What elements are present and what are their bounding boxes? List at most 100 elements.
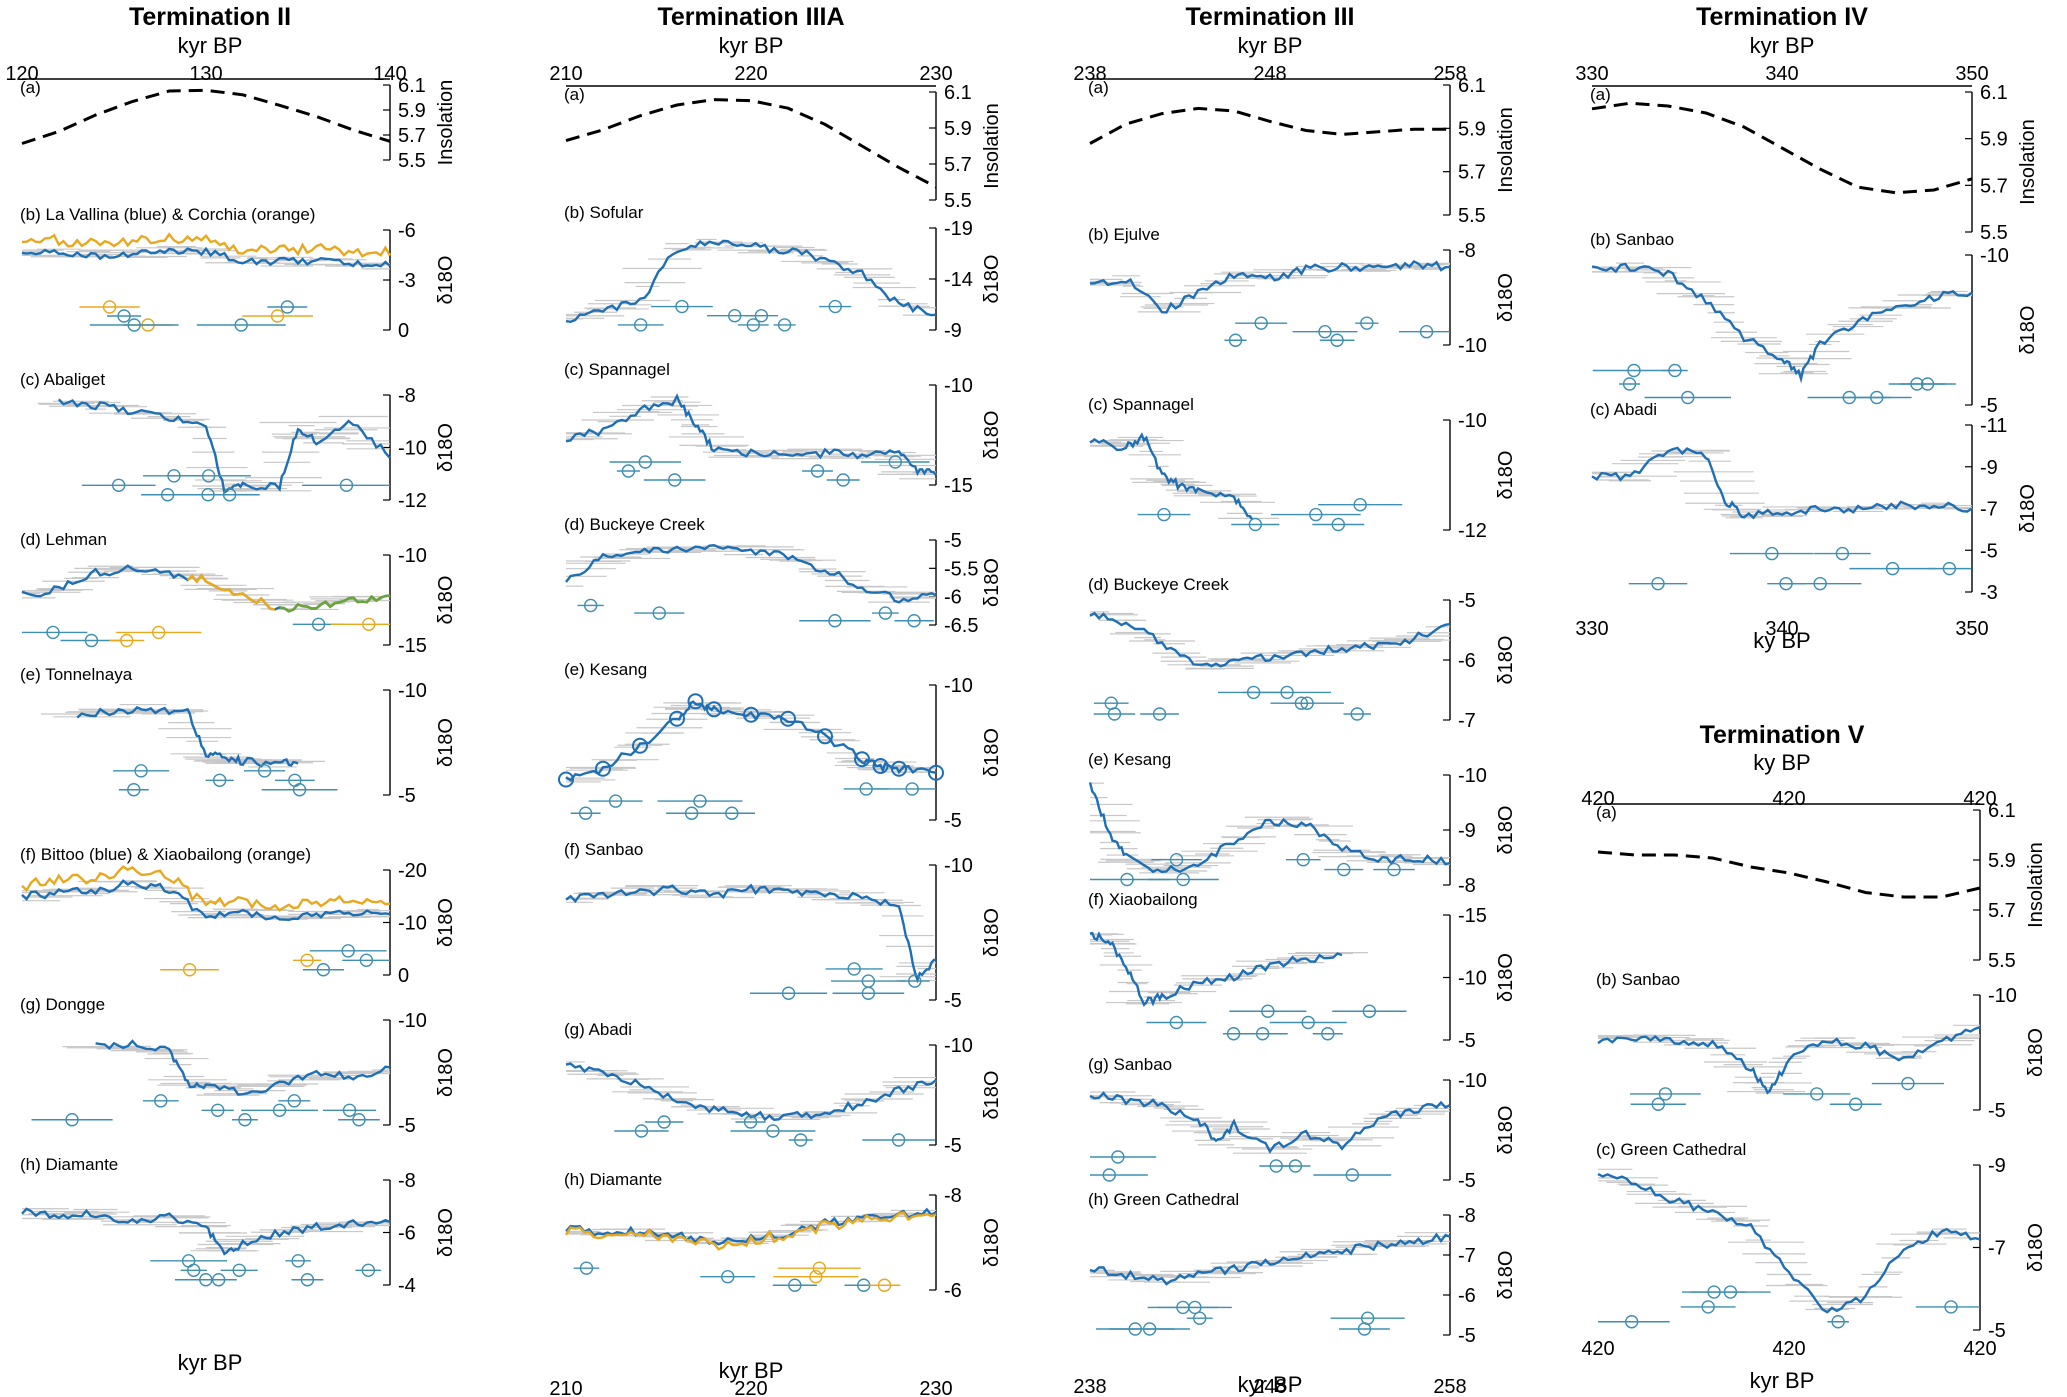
- date-point: [1831, 1315, 1845, 1329]
- date-point: [1301, 1015, 1315, 1030]
- date-point: [1779, 576, 1793, 591]
- date-point: [1360, 316, 1374, 330]
- date-point: [675, 299, 689, 314]
- column-title: Termination II: [129, 3, 291, 31]
- panel: -8 -6 δ18O (h) Diamante: [564, 1170, 1003, 1302]
- date-point: [341, 944, 355, 958]
- y-tick-label: -10: [1458, 765, 1487, 787]
- date-point: [1176, 872, 1190, 887]
- top-tick-label: 350: [1955, 63, 1988, 85]
- date-point: [1321, 1027, 1335, 1041]
- y-axis-label: δ18O: [435, 256, 457, 305]
- age-uncertainty: [1090, 1232, 1450, 1283]
- date-point: [861, 974, 876, 988]
- date-point: [693, 794, 707, 808]
- date-point: [300, 1273, 315, 1287]
- date-point: [1910, 377, 1924, 391]
- insolation-line: [1089, 106, 1450, 145]
- date-point: [120, 633, 134, 648]
- age-uncertainty: [566, 702, 936, 783]
- date-point: [127, 318, 141, 332]
- dating-points: [1090, 1150, 1392, 1182]
- y-tick-label: -8: [1458, 240, 1476, 262]
- series-line: [1090, 260, 1451, 314]
- panel-label: (b) Sofular: [564, 203, 644, 222]
- date-point: [1362, 1004, 1377, 1018]
- panel: -10 -12 δ18O (c) Spannagel: [1088, 395, 1517, 542]
- series-line: [95, 1039, 391, 1096]
- data-point: [687, 693, 704, 710]
- y-tick-label: -10: [398, 545, 427, 567]
- age-uncertainty: [1090, 933, 1369, 1005]
- top-axis-unit: kyr BP: [178, 33, 243, 58]
- series-line: [21, 879, 391, 922]
- data-point: [743, 706, 759, 723]
- panel-label: (b) Sanbao: [1596, 970, 1680, 989]
- panel-label: (h) Diamante: [20, 1155, 118, 1174]
- series-line-orange: [22, 232, 392, 258]
- y-tick-label: 0: [398, 965, 409, 987]
- date-point: [794, 1133, 808, 1147]
- series-line: [1089, 1232, 1451, 1286]
- y-tick-label: -9: [1988, 1155, 2006, 1177]
- top-axis-unit: kyr BP: [1238, 33, 1303, 58]
- date-point: [1345, 1168, 1360, 1182]
- panel: -10 -5 δ18O (g) Dongge: [20, 995, 457, 1137]
- panel-label: (d) Buckeye Creek: [1088, 575, 1229, 594]
- date-point: [1152, 707, 1167, 721]
- date-point: [638, 455, 653, 469]
- column-title: Termination III: [1186, 3, 1355, 31]
- date-point: [766, 1124, 780, 1138]
- y-axis-label: δ18O: [981, 908, 1003, 957]
- y-tick-label: -14: [944, 269, 973, 291]
- age-uncertainty: [566, 545, 936, 603]
- y-axis-label: δ18O: [981, 411, 1003, 460]
- top-tick-label: 210: [549, 63, 582, 85]
- date-point: [127, 783, 141, 797]
- bottom-tick-label: 258: [1433, 1376, 1466, 1397]
- y-tick-label: -12: [1458, 520, 1487, 542]
- dating-points: [614, 1115, 935, 1147]
- date-point: [657, 1115, 671, 1129]
- date-point: [1849, 1097, 1863, 1111]
- y-tick-label: -10: [398, 913, 427, 935]
- panel: -6 -3 0 δ18O (b) La Vallina (blue) & Corchia…: [20, 205, 457, 342]
- date-point: [1169, 853, 1184, 867]
- date-point: [1248, 517, 1263, 532]
- date-point: [828, 299, 842, 314]
- date-point: [167, 469, 181, 483]
- column-title: Termination IV: [1696, 3, 1868, 31]
- y-tick-label: -8: [398, 1170, 416, 1192]
- date-point: [134, 764, 148, 778]
- y-tick-label: -6: [398, 1223, 416, 1245]
- y-tick-label: 5.9: [398, 100, 426, 122]
- date-point: [1296, 853, 1310, 867]
- date-point: [907, 614, 921, 628]
- bottom-axis-unit: kyr BP: [719, 1358, 784, 1383]
- date-point: [182, 963, 197, 977]
- date-point: [291, 1254, 305, 1268]
- dating-points: [609, 455, 930, 487]
- date-point: [579, 1261, 594, 1275]
- date-point: [342, 1103, 357, 1118]
- y-tick-label: -6: [944, 1280, 962, 1302]
- y-tick-label: -10: [398, 680, 427, 702]
- y-tick-label: 5.5: [1980, 222, 2008, 244]
- date-point: [905, 782, 919, 796]
- date-point: [1294, 696, 1309, 710]
- data-point: [872, 758, 889, 774]
- date-point: [1622, 377, 1637, 391]
- panel: -10 -15 δ18O (d) Lehman: [20, 530, 457, 657]
- date-point: [1169, 1015, 1184, 1030]
- age-uncertainty: [1598, 1168, 1980, 1311]
- y-tick-label: -6: [944, 587, 962, 609]
- top-tick-label: 330: [1575, 63, 1608, 85]
- data-point: [928, 764, 944, 781]
- date-point: [199, 1273, 213, 1287]
- date-point: [211, 1103, 225, 1118]
- series-line: [565, 393, 937, 477]
- y-tick-label: 6.1: [1988, 800, 2016, 822]
- data-point: [595, 760, 611, 777]
- date-point: [847, 962, 861, 976]
- y-tick-label: -9: [944, 320, 962, 342]
